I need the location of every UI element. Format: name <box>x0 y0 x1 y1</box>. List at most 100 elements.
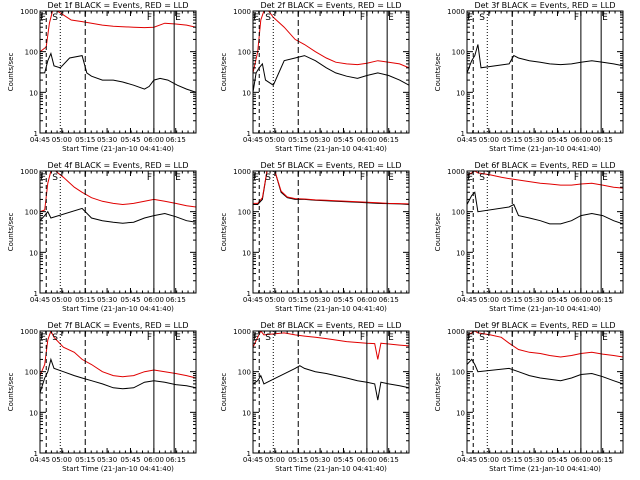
series-line-events <box>253 365 409 401</box>
x-tick-label: 05:30 <box>310 296 330 304</box>
x-tick-label: 05:00 <box>265 136 285 144</box>
x-tick-label: 05:15 <box>288 296 308 304</box>
y-tick-label: 10 <box>29 409 38 417</box>
y-tick-label: 100 <box>25 209 38 217</box>
x-tick-label: 05:30 <box>97 136 117 144</box>
time-marker-label-e: E <box>253 173 259 183</box>
x-tick-label: 05:00 <box>265 296 285 304</box>
plot-frame <box>39 10 197 134</box>
time-marker-label-s: S <box>479 173 485 183</box>
x-axis-label: Start Time (21-Jan-10 04:41:40) <box>275 145 387 153</box>
series-line-events <box>467 191 623 225</box>
time-marker-label-s: S <box>265 13 271 23</box>
y-tick-label: 1 <box>461 290 465 298</box>
series-line-lld <box>40 11 196 53</box>
time-marker-label-s: S <box>52 13 58 23</box>
y-tick-label: 1 <box>34 450 38 458</box>
time-marker-label-e2: E <box>175 333 181 343</box>
x-tick-label: 05:15 <box>502 296 522 304</box>
y-axis-label: Counts/sec <box>7 373 15 412</box>
x-tick-label: 06:00 <box>357 136 377 144</box>
y-tick-label: 1 <box>461 450 465 458</box>
series-line-lld <box>40 171 196 213</box>
series-line-lld <box>40 331 196 379</box>
x-tick-label: 05:15 <box>288 136 308 144</box>
time-marker-label-e2: E <box>388 333 394 343</box>
x-axis-label: Start Time (21-Jan-10 04:41:40) <box>489 465 601 473</box>
y-axis-label: Counts/sec <box>434 213 442 252</box>
plot-frame <box>466 330 624 454</box>
y-tick-label: 1000 <box>447 328 465 336</box>
y-tick-label: 1000 <box>233 8 251 16</box>
time-marker-label-e: E <box>467 173 473 183</box>
x-tick-label: 04:45 <box>243 296 263 304</box>
panel-title: Det 3f BLACK = Events, RED = LLD <box>474 1 615 10</box>
y-tick-label: 10 <box>29 249 38 257</box>
time-marker-label-s: S <box>265 173 271 183</box>
x-tick-label: 06:00 <box>357 456 377 464</box>
y-axis-label: Counts/sec <box>220 373 228 412</box>
plot-frame <box>466 10 624 134</box>
x-tick-label: 06:15 <box>166 296 186 304</box>
y-tick-label: 1 <box>34 290 38 298</box>
time-marker-label-f: F <box>574 173 579 183</box>
y-tick-label: 100 <box>238 209 251 217</box>
x-tick-label: 05:00 <box>479 296 499 304</box>
y-tick-label: 100 <box>452 49 465 57</box>
x-tick-label: 05:15 <box>502 456 522 464</box>
series-line-lld <box>467 171 623 189</box>
series-line-lld <box>467 331 623 358</box>
x-tick-label: 05:00 <box>52 296 72 304</box>
time-marker-label-s: S <box>479 333 485 343</box>
x-tick-label: 05:45 <box>547 136 567 144</box>
x-tick-label: 05:45 <box>547 296 567 304</box>
panel-title: Det 8f BLACK = Events, RED = LLD <box>260 321 401 330</box>
y-tick-label: 10 <box>456 249 465 257</box>
x-tick-label: 05:45 <box>120 136 140 144</box>
x-tick-label: 05:15 <box>288 456 308 464</box>
y-tick-label: 1000 <box>447 168 465 176</box>
time-marker-label-e2: E <box>388 13 394 23</box>
x-axis-label: Start Time (21-Jan-10 04:41:40) <box>62 145 174 153</box>
x-tick-label: 05:30 <box>97 456 117 464</box>
series-line-events <box>40 207 196 224</box>
x-tick-label: 06:15 <box>166 136 186 144</box>
x-axis-label: Start Time (21-Jan-10 04:41:40) <box>275 305 387 313</box>
time-marker-label-f: F <box>147 173 152 183</box>
time-marker-label-s: S <box>52 173 58 183</box>
panel-title: Det 4f BLACK = Events, RED = LLD <box>47 161 188 170</box>
x-tick-label: 05:15 <box>502 136 522 144</box>
time-marker-label-f: F <box>574 13 579 23</box>
x-tick-label: 06:15 <box>593 136 613 144</box>
x-tick-label: 05:15 <box>75 296 95 304</box>
time-marker-label-e: E <box>40 333 46 343</box>
y-axis-label: Counts/sec <box>220 213 228 252</box>
y-tick-label: 1000 <box>20 8 38 16</box>
time-marker-label-e2: E <box>175 173 181 183</box>
y-tick-label: 10 <box>242 249 251 257</box>
x-tick-label: 05:45 <box>120 296 140 304</box>
x-tick-label: 04:45 <box>243 456 263 464</box>
time-marker-label-e2: E <box>388 173 394 183</box>
x-tick-label: 05:45 <box>120 456 140 464</box>
plot-frame <box>252 330 410 454</box>
panel-title: Det 2f BLACK = Events, RED = LLD <box>260 1 401 10</box>
y-tick-label: 1 <box>34 130 38 138</box>
x-tick-label: 04:45 <box>457 456 477 464</box>
x-tick-label: 06:00 <box>571 456 591 464</box>
time-marker-label-e: E <box>40 173 46 183</box>
panel-title: Det 7f BLACK = Events, RED = LLD <box>47 321 188 330</box>
x-tick-label: 05:30 <box>97 296 117 304</box>
x-tick-label: 05:00 <box>265 456 285 464</box>
x-tick-label: 06:15 <box>379 456 399 464</box>
plot-frame <box>466 170 624 294</box>
x-tick-label: 05:30 <box>310 456 330 464</box>
y-tick-label: 100 <box>238 369 251 377</box>
y-axis-label: Counts/sec <box>434 53 442 92</box>
x-tick-label: 04:45 <box>30 136 50 144</box>
x-tick-label: 05:45 <box>333 296 353 304</box>
